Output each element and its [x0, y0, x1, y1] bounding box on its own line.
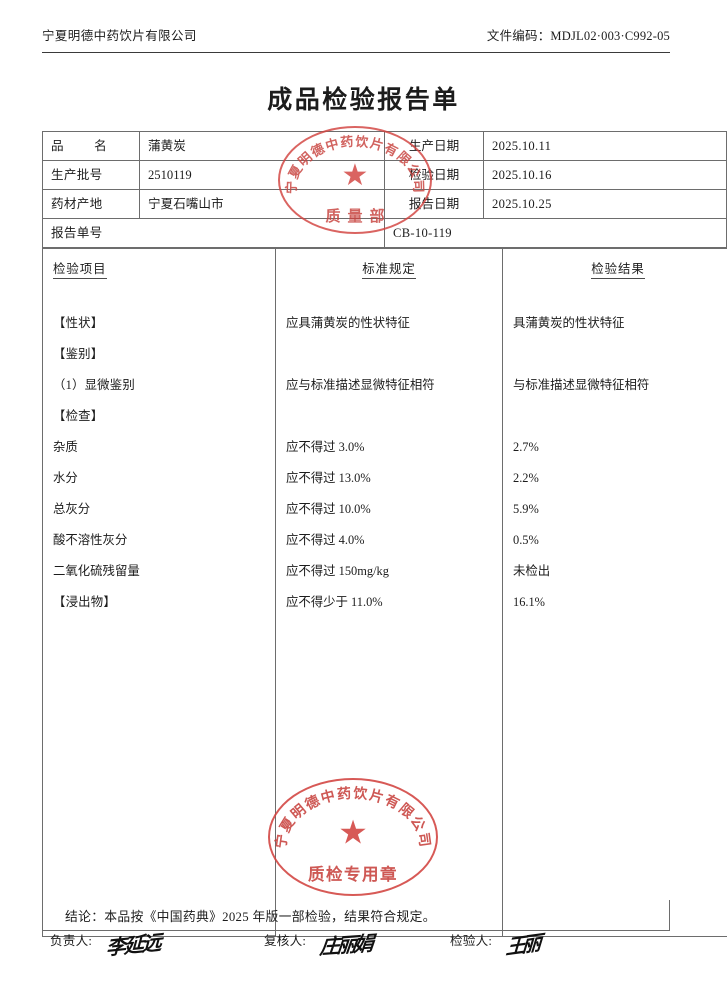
test-item-name: 二氧化硫残留量 — [42, 556, 276, 587]
test-item-standard — [275, 339, 503, 370]
test-item-standard: 应与标准描述显微特征相符 — [275, 370, 503, 401]
table-row: 结论：本品按《中国药典》2025 年版一部检验，结果符合规定。 — [42, 900, 670, 931]
empty-cell — [275, 618, 503, 937]
empty-cell — [42, 618, 276, 937]
table-row: 生产批号 2510119 检验日期 2025.10.16 — [42, 160, 727, 190]
conclusion-text: 结论：本品按《中国药典》2025 年版一部检验，结果符合规定。 — [42, 900, 670, 931]
field-label-batch-number: 生产批号 — [42, 160, 140, 190]
table-row: 【鉴别】 — [42, 339, 727, 370]
test-item-standard: 应不得过 4.0% — [275, 525, 503, 556]
test-item-standard — [275, 401, 503, 432]
field-value-production-date: 2025.10.11 — [483, 131, 727, 161]
document-code-label: 文件编码： — [486, 29, 551, 43]
document-header: 宁夏明德中药饮片有限公司 文件编码：MDJL02·003·C992-05 — [42, 28, 670, 53]
spacer-cell — [275, 287, 503, 308]
test-item-name: 杂质 — [42, 432, 276, 463]
field-value-batch-number: 2510119 — [139, 160, 385, 190]
label-part-a: 品 — [51, 139, 64, 153]
column-header-standard-text: 标准规定 — [362, 262, 416, 279]
table-row: 药材产地 宁夏石嘴山市 报告日期 2025.10.25 — [42, 189, 727, 219]
document-code-value: MDJL02·003·C992-05 — [550, 29, 670, 43]
test-item-result: 16.1% — [502, 587, 727, 618]
column-header-item-text: 检验项目 — [53, 262, 107, 279]
signature-label-inspector: 检验人: — [450, 934, 493, 948]
test-item-standard: 应不得过 13.0% — [275, 463, 503, 494]
table-row: 品名 蒲黄炭 生产日期 2025.10.11 — [42, 131, 727, 161]
signature-mark-inspector: 王丽 — [505, 930, 539, 960]
field-value-report-number: CB-10-119 — [384, 218, 727, 248]
field-label-inspection-date: 检验日期 — [384, 160, 484, 190]
table-row: 【性状】 应具蒲黄炭的性状特征 具蒲黄炭的性状特征 — [42, 308, 727, 339]
field-label-report-number: 报告单号 — [42, 218, 385, 248]
test-item-result: 与标准描述显微特征相符 — [502, 370, 727, 401]
test-item-standard: 应不得过 10.0% — [275, 494, 503, 525]
test-item-name: 酸不溶性灰分 — [42, 525, 276, 556]
column-header-standard: 标准规定 — [275, 248, 503, 287]
column-header-item: 检验项目 — [42, 248, 276, 287]
field-label-report-date: 报告日期 — [384, 189, 484, 219]
test-item-result: 未检出 — [502, 556, 727, 587]
signature-field-inspector[interactable]: 检验人: 王丽 — [450, 931, 539, 960]
table-row: （1）显微鉴别 应与标准描述显微特征相符 与标准描述显微特征相符 — [42, 370, 727, 401]
test-item-standard: 应不得少于 11.0% — [275, 587, 503, 618]
label-part-b: 名 — [94, 139, 107, 153]
table-row: 酸不溶性灰分 应不得过 4.0% 0.5% — [42, 525, 727, 556]
test-item-standard: 应具蒲黄炭的性状特征 — [275, 308, 503, 339]
signature-label-responsible: 负责人: — [50, 934, 93, 948]
test-item-result: 2.2% — [502, 463, 727, 494]
field-label-origin: 药材产地 — [42, 189, 140, 219]
inspection-table: 检验项目 标准规定 检验结果 【性状】 应具蒲黄炭的性状特征 具蒲黄炭的性状特征… — [42, 248, 727, 937]
signature-label-reviewer: 复核人: — [264, 934, 307, 948]
spacer-cell — [502, 287, 727, 308]
test-item-name: 【性状】 — [42, 308, 276, 339]
test-item-result — [502, 339, 727, 370]
test-item-result — [502, 401, 727, 432]
column-header-result: 检验结果 — [502, 248, 727, 287]
test-item-result: 5.9% — [502, 494, 727, 525]
test-item-name: 【鉴别】 — [42, 339, 276, 370]
document-code: 文件编码：MDJL02·003·C992-05 — [487, 28, 670, 45]
table-row: 水分 应不得过 13.0% 2.2% — [42, 463, 727, 494]
test-item-result: 0.5% — [502, 525, 727, 556]
signature-field-reviewer[interactable]: 复核人: 庄丽娟 — [264, 931, 372, 959]
field-value-product-name: 蒲黄炭 — [139, 131, 385, 161]
test-item-standard: 应不得过 150mg/kg — [275, 556, 503, 587]
test-item-name: 水分 — [42, 463, 276, 494]
table-row: 报告单号 CB-10-119 — [42, 218, 727, 248]
conclusion-table: 结论：本品按《中国药典》2025 年版一部检验，结果符合规定。 — [42, 900, 670, 931]
info-table: 品名 蒲黄炭 生产日期 2025.10.11 生产批号 2510119 检验日期… — [42, 131, 727, 248]
field-value-report-date: 2025.10.25 — [483, 189, 727, 219]
field-label-product-name: 品名 — [42, 131, 140, 161]
test-item-standard: 应不得过 3.0% — [275, 432, 503, 463]
company-name: 宁夏明德中药饮片有限公司 — [42, 29, 197, 43]
field-label-production-date: 生产日期 — [384, 131, 484, 161]
field-value-origin: 宁夏石嘴山市 — [139, 189, 385, 219]
signature-mark-reviewer: 庄丽娟 — [318, 931, 373, 959]
page-title: 成品检验报告单 — [267, 87, 460, 114]
signature-field-responsible[interactable]: 负责人: 李延远 — [50, 930, 160, 960]
test-item-result: 2.7% — [502, 432, 727, 463]
test-item-name: （1）显微鉴别 — [42, 370, 276, 401]
empty-cell — [502, 618, 727, 937]
test-item-name: 【检查】 — [42, 401, 276, 432]
table-row: 【检查】 — [42, 401, 727, 432]
signature-area: 负责人: 李延远 复核人: 庄丽娟 检验人: 王丽 — [42, 930, 682, 992]
test-item-name: 【浸出物】 — [42, 587, 276, 618]
table-row: 总灰分 应不得过 10.0% 5.9% — [42, 494, 727, 525]
table-row: 杂质 应不得过 3.0% 2.7% — [42, 432, 727, 463]
test-item-name: 总灰分 — [42, 494, 276, 525]
test-item-result: 具蒲黄炭的性状特征 — [502, 308, 727, 339]
table-row: 【浸出物】 应不得少于 11.0% 16.1% — [42, 587, 727, 618]
signature-mark-responsible: 李延远 — [105, 930, 161, 960]
spacer-row — [42, 287, 727, 308]
table-row: 二氧化硫残留量 应不得过 150mg/kg 未检出 — [42, 556, 727, 587]
field-value-inspection-date: 2025.10.16 — [483, 160, 727, 190]
column-header-result-text: 检验结果 — [591, 262, 645, 279]
inspection-table-header: 检验项目 标准规定 检验结果 — [42, 248, 727, 287]
empty-area-row — [42, 618, 727, 937]
spacer-cell — [42, 287, 276, 308]
